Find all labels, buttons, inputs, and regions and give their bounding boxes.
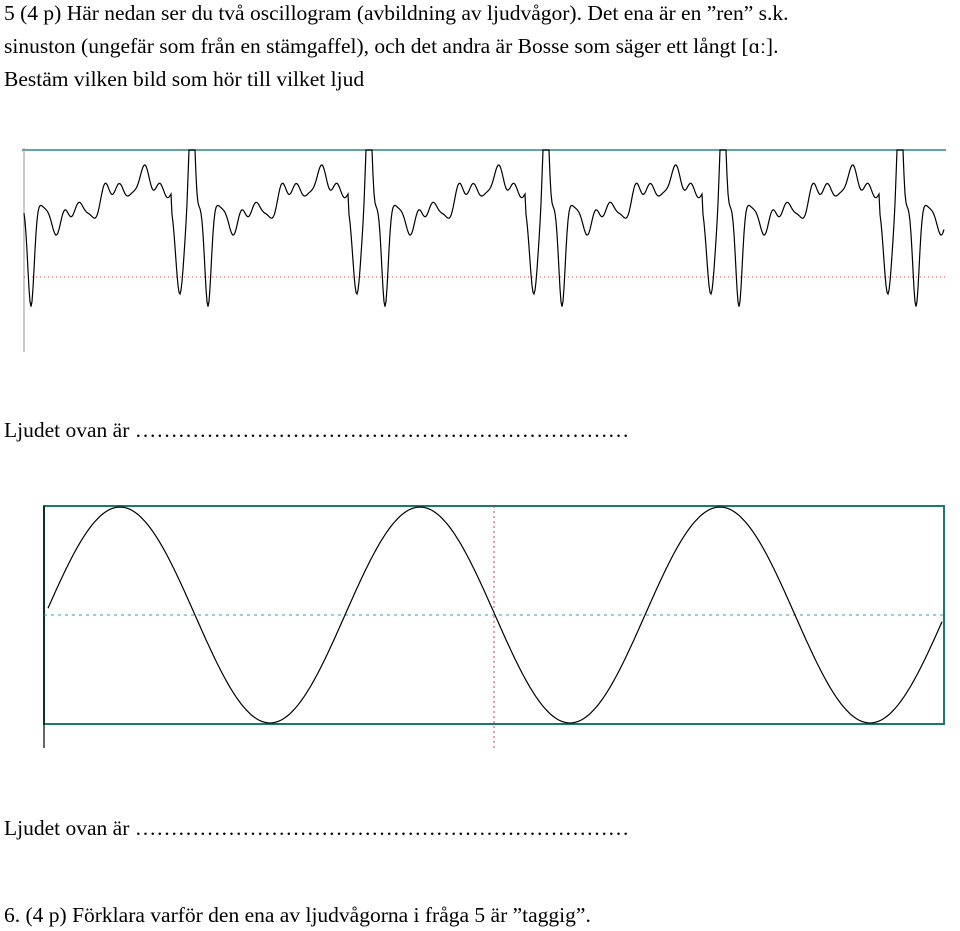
answer-line: Ljudet ovan är …………………………………………………………… (4, 417, 629, 443)
oscillogram-1 (22, 148, 946, 352)
answer-line: Ljudet ovan är …………………………………………………………… (4, 815, 629, 841)
answer-label: Ljudet ovan är (4, 816, 130, 840)
sine-wave (47, 506, 943, 724)
oscillogram-2 (43, 505, 945, 748)
answer-blank: …………………………………………………………… (134, 418, 630, 442)
question-line: 6. (4 p) Förklara varför den ena av ljud… (4, 903, 591, 927)
jagged-wave (23, 149, 945, 307)
answer-blank: …………………………………………………………… (134, 816, 630, 840)
question-line: sinuston (ungefär som från en stämgaffel… (4, 34, 779, 58)
question-line: 5 (4 p) Här nedan ser du två oscillogram… (4, 1, 789, 25)
answer-label: Ljudet ovan är (4, 418, 130, 442)
question-line: Bestäm vilken bild som hör till vilket l… (4, 67, 365, 91)
